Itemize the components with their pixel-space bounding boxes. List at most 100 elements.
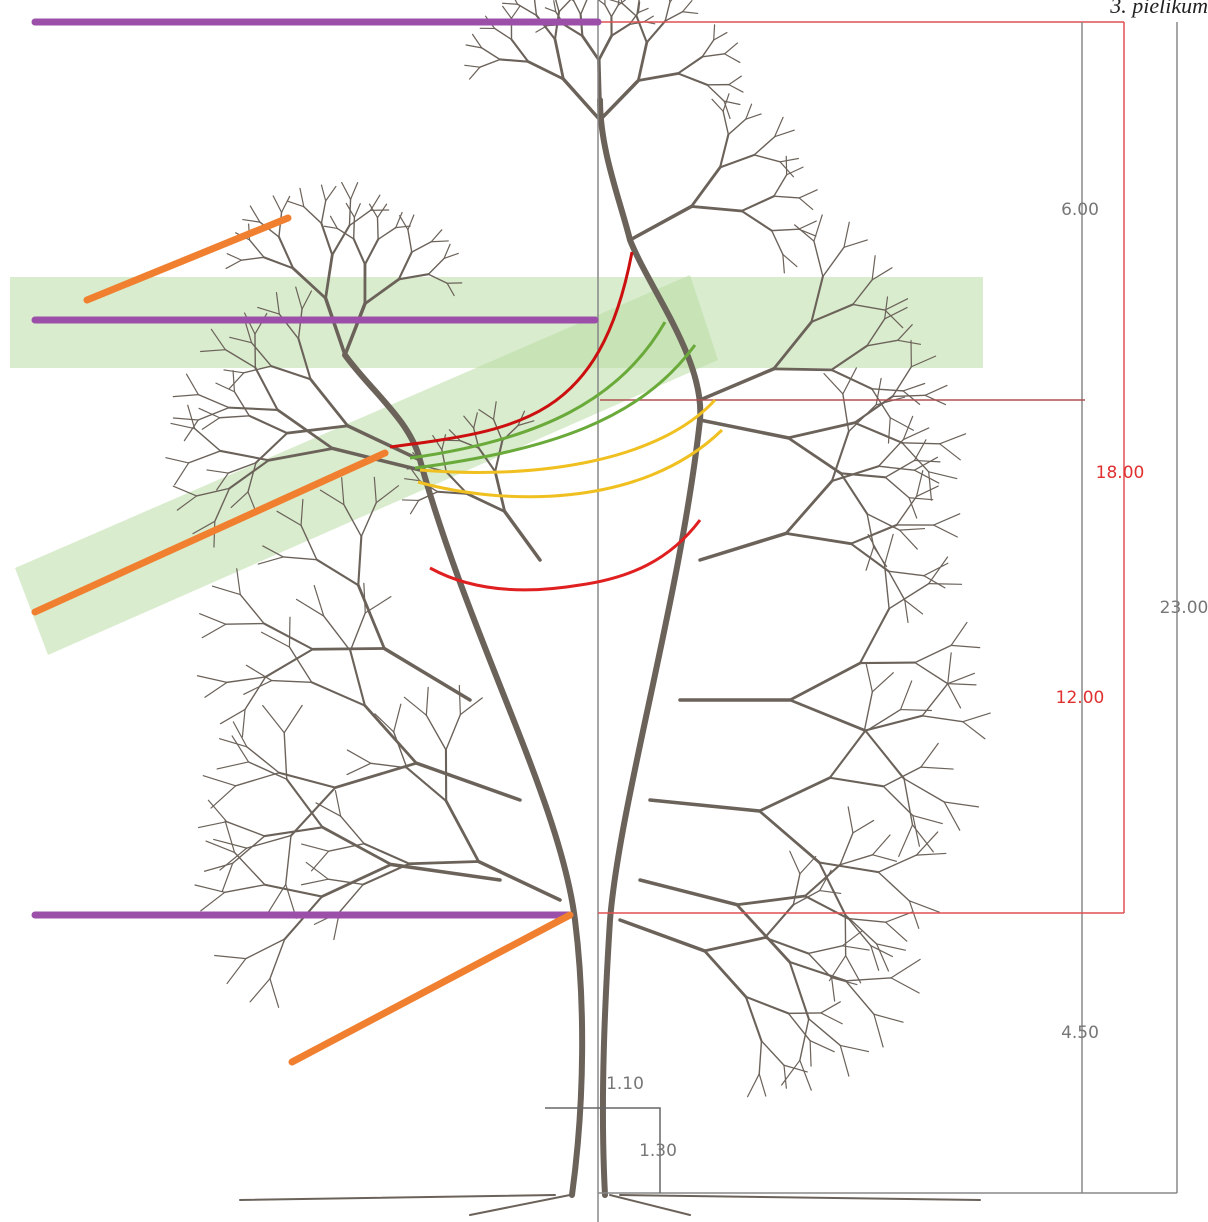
branch <box>678 57 702 74</box>
branch <box>416 763 520 800</box>
branch <box>860 663 915 664</box>
branch <box>286 836 291 885</box>
page: {"header": {"title": "3. pielikum"}, "di… <box>0 0 1208 1222</box>
branch <box>409 862 478 864</box>
branch <box>335 791 340 817</box>
branch <box>479 862 560 900</box>
branch <box>814 215 822 241</box>
branch <box>321 223 332 255</box>
branch <box>574 1 581 15</box>
branch <box>901 681 912 710</box>
branch <box>846 956 861 983</box>
branch <box>351 183 358 200</box>
branch <box>347 763 371 774</box>
branch <box>844 222 849 247</box>
branch <box>824 374 843 394</box>
branch <box>555 39 563 79</box>
branch <box>428 258 444 274</box>
branch <box>705 938 765 951</box>
dim-label: 1.10 <box>606 1074 644 1094</box>
branch <box>951 645 980 647</box>
branch <box>189 451 221 463</box>
branch <box>349 210 370 225</box>
branch <box>354 204 360 218</box>
branch <box>272 681 312 683</box>
branch <box>725 54 740 63</box>
branch <box>612 24 630 35</box>
branch <box>905 600 923 614</box>
branch <box>166 458 189 463</box>
branch <box>819 862 878 872</box>
branch <box>872 673 893 692</box>
branch <box>916 832 937 855</box>
branch <box>226 260 241 268</box>
branch <box>864 710 901 733</box>
branch <box>394 704 401 732</box>
branch <box>282 196 290 212</box>
branch <box>545 8 555 12</box>
branch <box>917 471 923 497</box>
branch <box>250 240 264 257</box>
branch <box>265 827 323 836</box>
branch <box>326 186 336 200</box>
branch <box>799 190 817 198</box>
branch <box>759 1041 761 1074</box>
branch <box>339 884 363 912</box>
branch <box>265 885 322 897</box>
branch <box>948 684 976 685</box>
branch <box>830 732 864 777</box>
branch <box>404 697 426 715</box>
branch <box>810 1041 811 1066</box>
branch <box>780 159 798 162</box>
dim-label: 12.00 <box>1056 688 1105 708</box>
branch <box>284 733 287 779</box>
branch <box>225 821 234 853</box>
branch <box>640 880 737 905</box>
branch <box>250 979 270 1002</box>
branch <box>879 440 904 467</box>
branch <box>922 716 962 722</box>
branch <box>844 240 867 247</box>
branch <box>729 85 743 92</box>
branch <box>809 1019 841 1046</box>
branch <box>786 533 851 543</box>
branch <box>620 920 705 951</box>
branch <box>317 560 358 585</box>
branch <box>702 40 713 57</box>
branch <box>707 85 724 101</box>
branch <box>808 946 842 954</box>
dim-label: 4.50 <box>1061 1023 1099 1043</box>
branch <box>365 239 378 264</box>
branch <box>742 196 774 211</box>
branch <box>581 0 587 15</box>
branch <box>940 444 961 460</box>
branch <box>650 800 759 811</box>
branch <box>891 959 920 977</box>
branch <box>799 221 816 229</box>
branch <box>759 1074 766 1096</box>
branch <box>866 664 872 691</box>
branch <box>903 391 920 405</box>
branch <box>929 472 932 500</box>
branch <box>396 226 410 228</box>
branch <box>227 822 265 836</box>
branch <box>841 473 867 514</box>
branch <box>208 800 226 821</box>
branch <box>321 201 325 223</box>
branch <box>929 584 962 585</box>
branch <box>511 6 520 19</box>
branch <box>446 801 478 861</box>
branch <box>700 420 788 438</box>
branch <box>903 383 925 390</box>
branch <box>951 622 967 645</box>
branch <box>220 709 245 723</box>
branch <box>426 687 428 715</box>
branch <box>647 21 665 42</box>
branch <box>714 33 727 40</box>
branch <box>893 395 926 396</box>
tree <box>166 0 990 1215</box>
branch <box>347 750 370 763</box>
branch <box>934 525 958 537</box>
branch <box>714 25 715 40</box>
branch <box>200 614 226 625</box>
